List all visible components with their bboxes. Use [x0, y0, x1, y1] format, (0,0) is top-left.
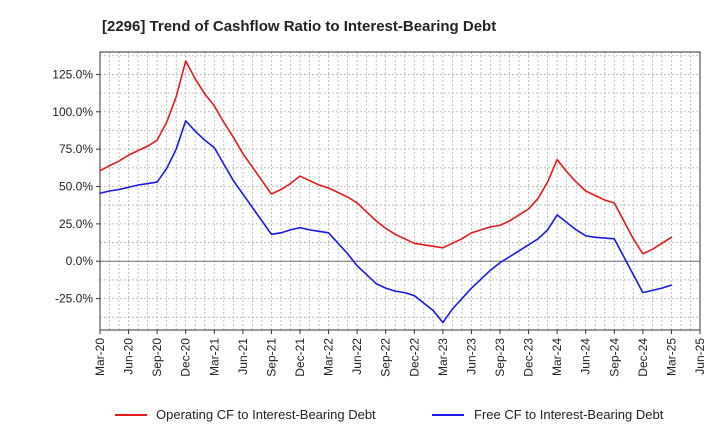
- x-tick-label: Mar-24: [550, 338, 564, 376]
- y-axis: -25.0% 0.0% 25.0% 50.0% 75.0% 100.0% 125.0%: [52, 67, 100, 306]
- x-tick-label: Jun-22: [350, 338, 364, 375]
- x-tick-label: Sep-21: [264, 338, 278, 377]
- x-tick-label: Sep-23: [493, 338, 507, 377]
- y-tick-label: 75.0%: [59, 142, 93, 156]
- x-tick-label: Jun-24: [579, 338, 593, 375]
- x-axis: Mar-20 Jun-20 Sep-20 Dec-20 Mar-21 Jun-21 Sep-…: [93, 330, 707, 377]
- x-tick-label: Jun-25: [693, 338, 707, 375]
- series-layer: [99, 60, 673, 324]
- y-tick-label: -25.0%: [55, 292, 93, 306]
- x-tick-label: Dec-20: [179, 338, 193, 377]
- x-tick-label: Dec-23: [522, 338, 536, 377]
- legend-label-free-cf: Free CF to Interest-Bearing Debt: [474, 407, 664, 422]
- y-tick-label: 100.0%: [52, 105, 93, 119]
- x-tick-label: Dec-21: [293, 338, 307, 377]
- x-tick-label: Mar-20: [93, 338, 107, 376]
- x-tick-label: Jun-21: [236, 338, 250, 375]
- y-tick-label: 50.0%: [59, 180, 93, 194]
- x-tick-label: Sep-20: [150, 338, 164, 377]
- x-tick-label: Mar-25: [664, 338, 678, 376]
- series-line-operating-cf: [99, 60, 673, 255]
- series-line-free-cf: [99, 119, 673, 324]
- x-tick-label: Jun-23: [464, 338, 478, 375]
- plot-frame: [99, 51, 701, 331]
- y-tick-label: 125.0%: [52, 67, 93, 81]
- chart-title: [2296] Trend of Cashflow Ratio to Intere…: [102, 18, 496, 35]
- grid-layer: [100, 52, 700, 330]
- y-tick-label: 25.0%: [59, 217, 93, 231]
- x-tick-label: Sep-24: [607, 338, 621, 377]
- legend: Operating CF to Interest-Bearing Debt Fr…: [115, 407, 664, 422]
- x-tick-label: Dec-22: [407, 338, 421, 377]
- x-tick-label: Mar-22: [322, 338, 336, 376]
- x-tick-label: Mar-21: [207, 338, 221, 376]
- x-tick-label: Jun-20: [122, 338, 136, 375]
- x-tick-label: Dec-24: [636, 338, 650, 377]
- y-tick-label: 0.0%: [66, 254, 94, 268]
- legend-label-operating-cf: Operating CF to Interest-Bearing Debt: [156, 407, 376, 422]
- x-tick-label: Sep-22: [379, 338, 393, 377]
- x-tick-label: Mar-23: [436, 338, 450, 376]
